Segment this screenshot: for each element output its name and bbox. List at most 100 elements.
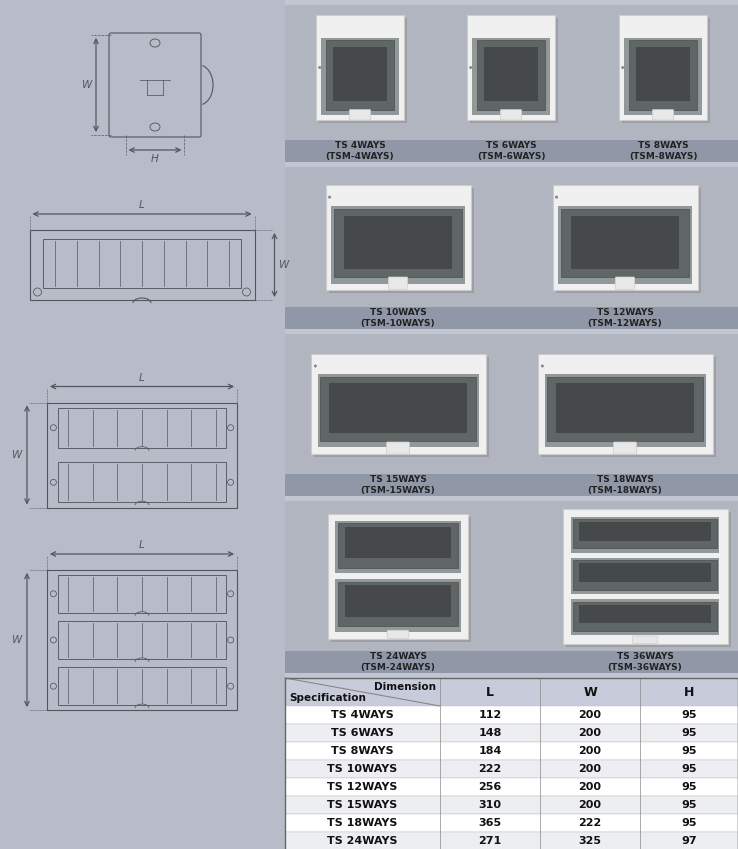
Text: TS 8WAYS: TS 8WAYS	[331, 746, 394, 756]
Bar	[334, 209, 461, 278]
Circle shape	[621, 66, 624, 69]
Bar	[579, 604, 711, 623]
Circle shape	[314, 364, 317, 368]
Text: W: W	[583, 685, 597, 699]
Text: 95: 95	[681, 782, 697, 792]
Text: L: L	[139, 373, 145, 383]
Bar	[320, 377, 475, 441]
Bar	[285, 760, 738, 778]
Text: 222: 222	[478, 764, 502, 774]
Bar	[636, 48, 690, 101]
Bar	[562, 509, 728, 644]
Text: TS 4WAYS: TS 4WAYS	[331, 710, 394, 720]
FancyBboxPatch shape	[349, 110, 370, 120]
Bar	[559, 205, 692, 284]
Bar	[58, 463, 226, 503]
Text: W: W	[280, 260, 289, 270]
Bar	[537, 354, 712, 454]
FancyBboxPatch shape	[387, 630, 409, 638]
Text: TS 12WAYS: TS 12WAYS	[328, 782, 398, 792]
Bar	[570, 599, 720, 635]
Bar	[285, 796, 738, 814]
Bar	[337, 523, 458, 568]
Bar	[285, 334, 738, 474]
Text: 95: 95	[681, 764, 697, 774]
Bar	[337, 582, 458, 627]
Text: 112: 112	[478, 710, 502, 720]
Bar	[317, 374, 478, 447]
Text: 97: 97	[681, 836, 697, 846]
Bar	[58, 575, 226, 613]
Bar	[333, 48, 387, 101]
Bar	[325, 184, 471, 290]
Bar	[285, 501, 738, 651]
Bar	[484, 48, 538, 101]
Text: TS 4WAYS
(TSM-4WAYS): TS 4WAYS (TSM-4WAYS)	[325, 141, 394, 161]
Text: TS 6WAYS
(TSM-6WAYS): TS 6WAYS (TSM-6WAYS)	[477, 141, 545, 161]
Circle shape	[469, 66, 472, 69]
Bar	[345, 586, 450, 617]
Text: L: L	[486, 685, 494, 699]
Text: 271: 271	[478, 836, 502, 846]
Circle shape	[541, 364, 544, 368]
Text: TS 15WAYS: TS 15WAYS	[328, 800, 398, 810]
Text: L: L	[139, 200, 145, 210]
Text: 148: 148	[478, 728, 502, 738]
Bar	[562, 209, 689, 278]
Text: 200: 200	[579, 764, 601, 774]
Text: 325: 325	[579, 836, 601, 846]
Bar	[285, 706, 738, 724]
Text: TS 8WAYS
(TSM-8WAYS): TS 8WAYS (TSM-8WAYS)	[629, 141, 697, 161]
Bar	[619, 15, 707, 120]
Bar	[570, 517, 720, 553]
Text: TS 10WAYS
(TSM-10WAYS): TS 10WAYS (TSM-10WAYS)	[361, 308, 435, 328]
Bar	[553, 184, 697, 290]
Text: 200: 200	[579, 728, 601, 738]
FancyBboxPatch shape	[615, 277, 635, 290]
Bar	[58, 667, 226, 706]
Text: 200: 200	[579, 710, 601, 720]
Bar	[285, 778, 738, 796]
Bar	[467, 15, 555, 120]
Bar	[556, 384, 694, 433]
Bar	[345, 526, 450, 558]
Text: TS 10WAYS: TS 10WAYS	[328, 764, 398, 774]
Text: TS 18WAYS
(TSM-18WAYS): TS 18WAYS (TSM-18WAYS)	[587, 475, 663, 495]
Bar	[573, 560, 717, 590]
Bar	[335, 520, 461, 573]
Bar	[570, 558, 720, 594]
Text: 222: 222	[579, 818, 601, 828]
Bar	[319, 18, 407, 123]
Bar	[329, 384, 467, 433]
Bar	[565, 511, 731, 646]
Bar	[472, 38, 550, 115]
Bar	[573, 601, 717, 631]
Text: 95: 95	[681, 818, 697, 828]
Bar	[540, 357, 716, 457]
Bar	[285, 724, 738, 742]
Text: TS 15WAYS
(TSM-15WAYS): TS 15WAYS (TSM-15WAYS)	[361, 475, 435, 495]
Text: W: W	[12, 450, 22, 460]
Bar	[314, 357, 489, 457]
Bar	[321, 38, 399, 115]
Circle shape	[318, 66, 321, 69]
Text: 365: 365	[478, 818, 502, 828]
Bar	[285, 307, 738, 329]
Text: H: H	[151, 154, 159, 164]
Bar	[30, 230, 255, 300]
Bar	[548, 377, 703, 441]
Text: L: L	[139, 540, 145, 550]
Text: Specification: Specification	[289, 693, 366, 703]
FancyBboxPatch shape	[388, 277, 407, 290]
Text: W: W	[12, 635, 22, 645]
Bar	[47, 402, 237, 508]
Bar	[326, 41, 394, 110]
Bar	[570, 216, 679, 268]
Bar	[58, 621, 226, 659]
Bar	[335, 579, 461, 632]
Text: 200: 200	[579, 746, 601, 756]
FancyBboxPatch shape	[652, 110, 674, 120]
Bar	[328, 514, 468, 638]
Bar	[47, 570, 237, 710]
FancyBboxPatch shape	[387, 442, 410, 454]
